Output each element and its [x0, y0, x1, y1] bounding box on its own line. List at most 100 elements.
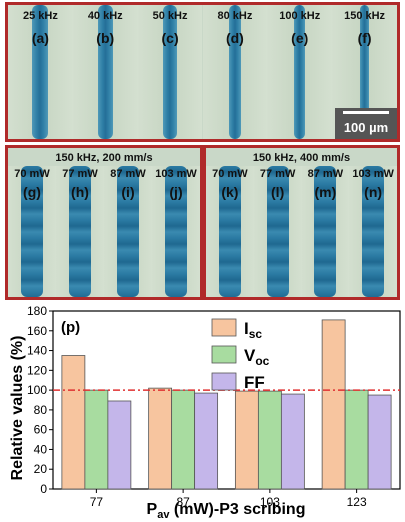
scribe-groove — [218, 166, 241, 297]
strip-condition-label: 40 kHz — [87, 10, 123, 22]
micrograph-strip: 77 mW (l) — [253, 166, 302, 297]
x-tick-label: 123 — [347, 495, 367, 509]
y-axis-label: Relative values (%) — [9, 336, 26, 481]
scribe-groove — [117, 166, 139, 297]
bar-ff — [107, 400, 132, 490]
legend-label: FF — [244, 373, 265, 392]
scribe-groove — [97, 5, 113, 139]
x-tick-label: 87 — [176, 495, 190, 509]
strip-condition-label: 70 mW — [14, 168, 50, 180]
scale-bar-line — [343, 111, 389, 114]
y-tick-label: 60 — [34, 423, 48, 437]
strip-letter-label: (c) — [161, 30, 179, 46]
top-micrograph-panel: 25 kHz (a) 40 kHz (b) 50 kHz (c) 80 kHz (d) 100 … — [5, 2, 400, 142]
strip-letter-label: (d) — [225, 30, 244, 46]
strip-letter-label: (h) — [71, 184, 89, 200]
legend-swatch — [211, 372, 237, 391]
scale-bar: 100 µm — [335, 108, 397, 139]
legend-label-main: FF — [244, 373, 265, 392]
micrograph-strip: 87 mW (m) — [301, 166, 350, 297]
y-tick-label: 180 — [27, 304, 47, 318]
mid-left-micrograph-panel: 150 kHz, 200 mm/s 70 mW (g) 77 mW (h) 87 mW (… — [5, 145, 203, 300]
y-tick-label: 160 — [27, 324, 47, 338]
strip-condition-label: 77 mW — [62, 168, 98, 180]
x-axis-label-rest: (mW)-P3 scribing — [169, 501, 305, 518]
micrograph-strip: 103 mW (n) — [349, 166, 397, 297]
strip-condition-label: 150 kHz — [344, 10, 386, 22]
strip-letter-label: (a) — [31, 30, 49, 46]
scribe-groove — [165, 166, 187, 297]
plot-frame — [52, 310, 401, 490]
strip-letter-label: (j) — [169, 184, 183, 200]
x-tick-label: 103 — [260, 495, 280, 509]
bar-ff — [367, 394, 392, 490]
strip-letter-label: (k) — [221, 184, 239, 200]
strip-condition-label: 80 kHz — [217, 10, 253, 22]
relative-values-bar-chart: Relative values (%) 0 20 40 60 80 100 120 140 16… — [9, 304, 401, 521]
bar-v-oc — [257, 390, 282, 490]
scribe-groove — [314, 166, 337, 297]
strip-condition-label: 103 mW — [155, 168, 197, 180]
strip-condition-label: 87 mW — [307, 168, 344, 180]
micrograph-strip: 87 mW (i) — [104, 166, 152, 297]
y-tick-label: 80 — [34, 403, 48, 417]
micrograph-strip: 25 kHz (a) — [8, 5, 73, 139]
chart-panel-label: (p) — [61, 319, 80, 336]
scribe-groove — [266, 166, 289, 297]
strip-condition-label: 77 mW — [259, 168, 296, 180]
x-axis-label-sub: av — [157, 509, 170, 521]
micrograph-strip: 77 mW (h) — [56, 166, 104, 297]
legend-label: Voc — [244, 346, 270, 368]
strip-letter-label: (l) — [271, 184, 285, 200]
x-tick-label: 77 — [90, 495, 104, 509]
legend-swatch — [211, 345, 237, 364]
scribe-groove — [362, 166, 385, 297]
strip-letter-label: (i) — [121, 184, 135, 200]
plot-area: 0 20 40 60 80 100 120 140 160 180 77 87 103 123 (p) Isc… — [27, 304, 401, 509]
scribe-groove — [359, 5, 370, 139]
x-axis-label: Pav (mW)-P3 scribing — [147, 501, 306, 521]
bar-ff — [194, 392, 219, 490]
mid-right-panel-title: 150 kHz, 400 mm/s — [252, 152, 351, 164]
micrograph-strip: 80 kHz (d) — [202, 5, 268, 139]
strip-letter-label: (n) — [364, 184, 383, 200]
bar-i-sc — [148, 387, 173, 490]
x-axis-label-main: P — [147, 501, 158, 518]
mid-right-micrograph-panel: 150 kHz, 400 mm/s 70 mW (k) 77 mW (l) 87 mW (… — [203, 145, 400, 300]
scribe-groove — [294, 5, 306, 139]
micrograph-strip: 103 mW (j) — [152, 166, 200, 297]
bar-v-oc — [84, 389, 109, 490]
y-tick-label: 20 — [34, 462, 48, 476]
bar-i-sc — [321, 319, 346, 490]
strip-letter-label: (f) — [357, 30, 372, 46]
bar-v-oc — [344, 389, 369, 490]
mid-left-panel-title: 150 kHz, 200 mm/s — [55, 152, 153, 164]
bar-v-oc — [171, 389, 196, 490]
legend-label-main: I — [244, 319, 249, 338]
micrograph-strip: 40 kHz (b) — [72, 5, 138, 139]
strip-letter-label: (b) — [96, 30, 115, 46]
scale-bar-label: 100 µm — [343, 120, 389, 135]
strip-condition-label: 100 kHz — [279, 10, 321, 22]
bar-ff — [280, 393, 305, 490]
micrograph-strip: 70 mW (g) — [8, 166, 56, 297]
micrograph-strip: 70 mW (k) — [206, 166, 254, 297]
strip-condition-label: 25 kHz — [22, 10, 58, 22]
strip-condition-label: 70 mW — [212, 168, 248, 180]
y-tick-label: 40 — [34, 442, 48, 456]
strip-condition-label: 87 mW — [110, 168, 146, 180]
legend-label: Isc — [244, 319, 262, 341]
y-tick-label: 120 — [27, 363, 47, 377]
y-tick-label: 0 — [40, 482, 47, 496]
scribe-groove — [21, 166, 43, 297]
legend-label-sub: oc — [255, 354, 269, 368]
bar-i-sc — [61, 355, 86, 490]
y-tick-label: 140 — [27, 344, 47, 358]
micrograph-strip: 100 kHz (e) — [267, 5, 333, 139]
legend-label-main: V — [244, 346, 256, 365]
strip-letter-label: (e) — [291, 30, 309, 46]
legend-label-sub: sc — [249, 327, 263, 341]
scribe-groove — [32, 5, 49, 139]
bar-i-sc — [234, 390, 259, 490]
y-tick-label: 100 — [27, 383, 47, 397]
